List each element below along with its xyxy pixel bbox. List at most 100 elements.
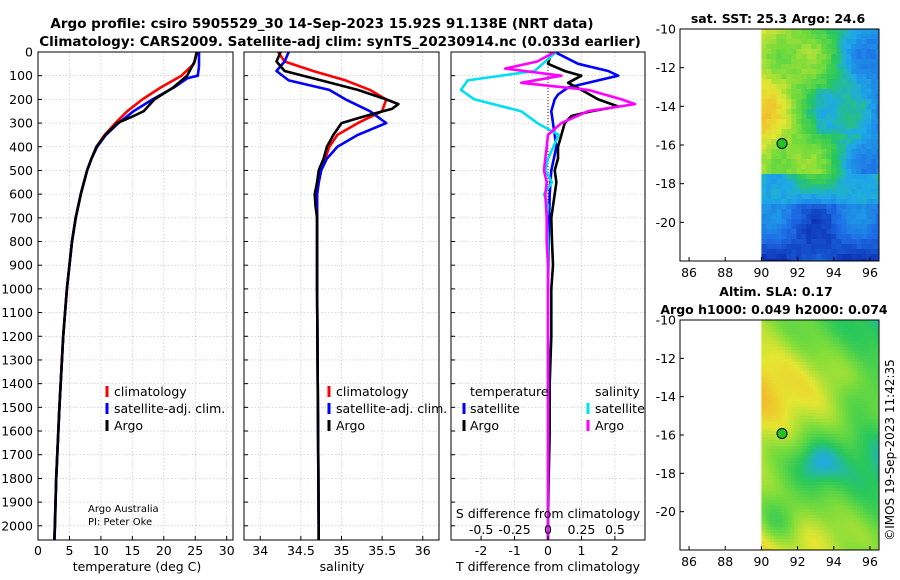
heatmap-cell <box>851 539 855 543</box>
heatmap-cell <box>854 488 858 492</box>
heatmap-cell <box>782 344 786 348</box>
heatmap-cell <box>830 350 834 354</box>
heatmap-cell <box>861 129 867 135</box>
heatmap-cell <box>875 455 879 459</box>
heatmap-cell <box>833 413 837 417</box>
heatmap-cell <box>776 104 782 110</box>
heatmap-cell <box>767 527 771 531</box>
heatmap-cell <box>770 506 774 510</box>
heatmap-cell <box>845 341 849 345</box>
heatmap-cell <box>839 476 843 480</box>
heatmap-cell <box>854 356 858 360</box>
heatmap-cell <box>779 449 783 453</box>
heatmap-cell <box>860 419 864 423</box>
heatmap-cell <box>803 356 807 360</box>
heatmap-cell <box>781 164 787 170</box>
heatmap-cell <box>842 479 846 483</box>
heatmap-cell <box>788 332 792 336</box>
heatmap-cell <box>826 104 832 110</box>
heatmap-cell <box>791 422 795 426</box>
heatmap-cell <box>782 458 786 462</box>
heatmap-cell <box>824 377 828 381</box>
heatmap-cell <box>800 335 804 339</box>
heatmap-cell <box>788 542 792 546</box>
heatmap-cell <box>794 347 798 351</box>
heatmap-cell <box>857 320 861 324</box>
heatmap-cell <box>863 503 867 507</box>
heatmap-cell <box>866 395 870 399</box>
heatmap-cell <box>854 458 858 462</box>
heatmap-cell <box>854 392 858 396</box>
heatmap-cell <box>786 154 792 160</box>
heatmap-cell <box>776 386 780 390</box>
heatmap-cell <box>773 335 777 339</box>
heatmap-cell <box>821 437 825 441</box>
heatmap-cell <box>779 422 783 426</box>
heatmap-cell <box>764 440 768 444</box>
heatmap-cell <box>821 479 825 483</box>
heatmap-cell <box>781 199 787 205</box>
heatmap-cell <box>806 458 810 462</box>
heatmap-cell <box>794 413 798 417</box>
heatmap-cell <box>827 356 831 360</box>
heatmap-cell <box>836 347 840 351</box>
heatmap-cell <box>797 491 801 495</box>
heatmap-cell <box>860 422 864 426</box>
heatmap-cell <box>767 506 771 510</box>
y-tick-label: 700 <box>9 210 33 225</box>
heatmap-cell <box>797 542 801 546</box>
heatmap-cell <box>779 383 783 387</box>
heatmap-cell <box>821 527 825 531</box>
heatmap-cell <box>791 94 797 100</box>
heatmap-cell <box>836 467 840 471</box>
heatmap-cell <box>841 234 847 240</box>
heatmap-cell <box>872 422 876 426</box>
heatmap-cell <box>866 389 870 393</box>
heatmap-cell <box>856 94 862 100</box>
heatmap-cell <box>857 377 861 381</box>
heatmap-cell <box>845 344 849 348</box>
credit-line-2: PI: Peter Oke <box>88 517 152 528</box>
heatmap-cell <box>846 224 852 230</box>
heatmap-cell <box>812 362 816 366</box>
heatmap-cell <box>854 410 858 414</box>
heatmap-cell <box>845 395 849 399</box>
heatmap-cell <box>856 169 862 175</box>
heatmap-cell <box>830 359 834 363</box>
heatmap-cell <box>851 398 855 402</box>
heatmap-cell <box>824 428 828 432</box>
heatmap-cell <box>845 320 849 324</box>
heatmap-cell <box>781 84 787 90</box>
heatmap-cell <box>816 249 822 255</box>
x-tick-label: 35.5 <box>368 543 396 558</box>
heatmap-cell <box>831 134 837 140</box>
heatmap-cell <box>770 455 774 459</box>
heatmap-cell <box>821 533 825 537</box>
heatmap-cell <box>860 497 864 501</box>
heatmap-cell <box>776 219 782 225</box>
heatmap-cell <box>779 398 783 402</box>
y-tick-label: 1900 <box>1 495 33 510</box>
heatmap-cell <box>856 84 862 90</box>
heatmap-cell <box>818 365 822 369</box>
heatmap-cell <box>782 476 786 480</box>
heatmap-cell <box>766 244 772 250</box>
heatmap-cell <box>848 509 852 513</box>
heatmap-cell <box>866 44 872 50</box>
heatmap-cell <box>816 174 822 180</box>
heatmap-cell <box>779 425 783 429</box>
heatmap-cell <box>818 524 822 528</box>
heatmap-cell <box>815 440 819 444</box>
heatmap-cell <box>839 509 843 513</box>
heatmap-cell <box>770 473 774 477</box>
heatmap-cell <box>851 374 855 378</box>
heatmap-cell <box>776 488 780 492</box>
heatmap-cell <box>841 84 847 90</box>
heatmap-cell <box>821 79 827 85</box>
heatmap-cell <box>809 455 813 459</box>
heatmap-cell <box>866 229 872 235</box>
heatmap-cell <box>846 44 852 50</box>
heatmap-cell <box>846 204 852 210</box>
heatmap-cell <box>875 458 879 462</box>
heatmap-cell <box>876 179 879 185</box>
